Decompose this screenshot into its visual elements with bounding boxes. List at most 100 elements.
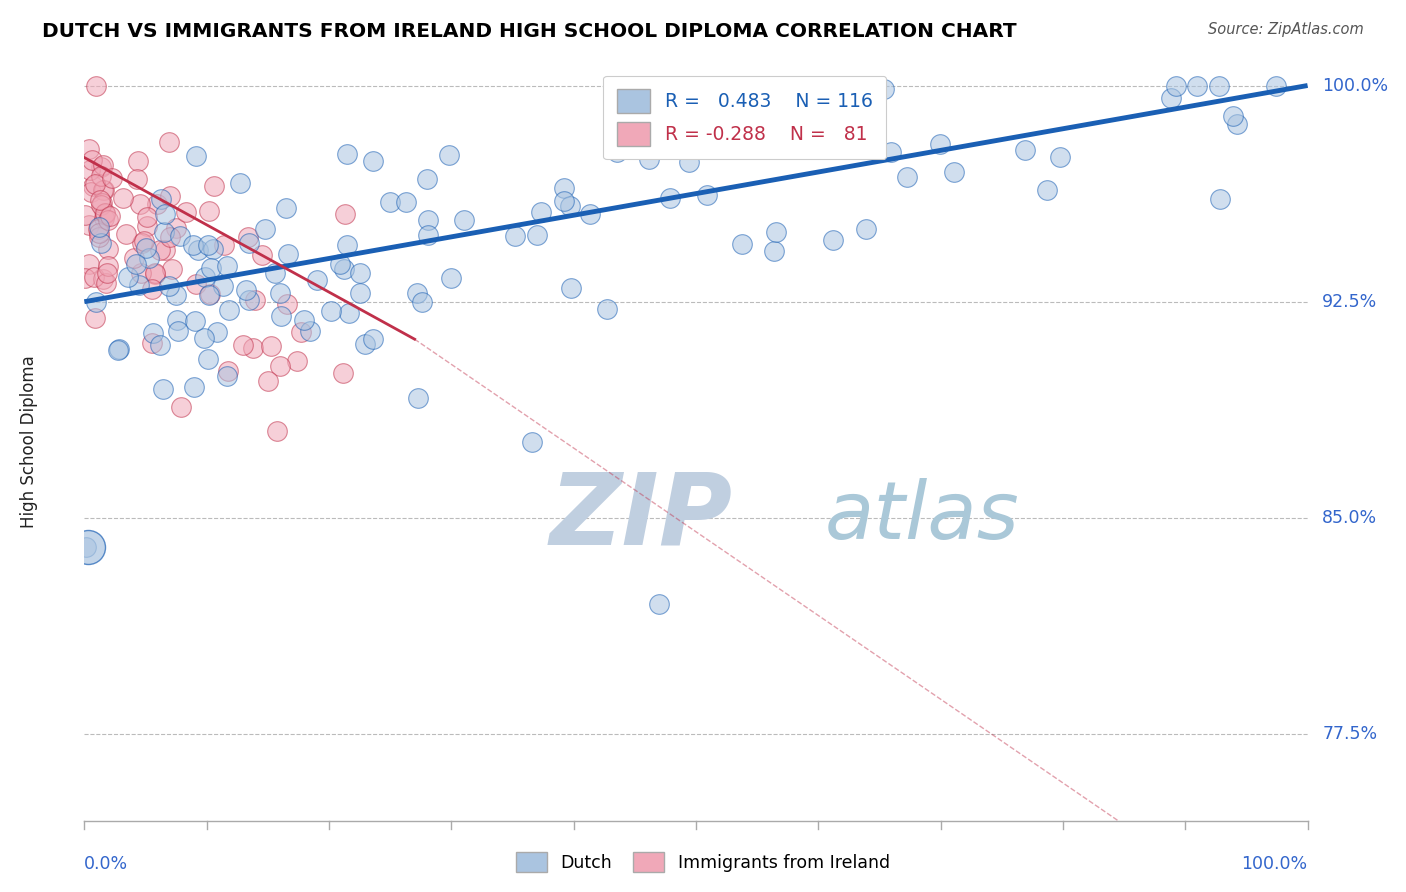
- Point: [827, 78, 849, 93]
- Point: [453, 212, 475, 227]
- Point: [97, 259, 120, 273]
- Point: [138, 251, 160, 265]
- Point: [201, 242, 224, 256]
- Point: [98, 209, 121, 223]
- Point: [238, 293, 260, 307]
- Point: [117, 270, 139, 285]
- Point: [1164, 78, 1187, 93]
- Point: [229, 177, 252, 191]
- Point: [200, 261, 222, 276]
- Point: [79, 163, 101, 178]
- Point: [361, 332, 384, 346]
- Point: [91, 272, 114, 286]
- Point: [865, 99, 887, 113]
- Text: 92.5%: 92.5%: [1322, 293, 1378, 310]
- Point: [243, 293, 266, 308]
- Point: [83, 177, 105, 191]
- Point: [200, 286, 222, 301]
- Text: ZIP: ZIP: [550, 469, 733, 566]
- Point: [254, 222, 277, 236]
- Point: [440, 271, 463, 285]
- Point: [336, 146, 359, 161]
- Point: [93, 183, 115, 197]
- Point: [91, 158, 114, 172]
- Point: [135, 219, 157, 234]
- Point: [215, 369, 238, 384]
- Point: [745, 78, 768, 93]
- Point: [205, 325, 228, 339]
- Point: [84, 78, 107, 93]
- Point: [215, 259, 238, 273]
- Text: 77.5%: 77.5%: [1322, 725, 1378, 743]
- Point: [149, 244, 172, 258]
- Point: [107, 343, 129, 357]
- Point: [1049, 150, 1071, 164]
- Text: DUTCH VS IMMIGRANTS FROM IRELAND HIGH SCHOOL DIPLOMA CORRELATION CHART: DUTCH VS IMMIGRANTS FROM IRELAND HIGH SC…: [42, 22, 1017, 41]
- Point: [90, 195, 112, 210]
- Point: [79, 257, 101, 271]
- Point: [242, 341, 264, 355]
- Point: [96, 276, 118, 290]
- Point: [1014, 143, 1036, 157]
- Point: [363, 153, 385, 168]
- Point: [595, 302, 617, 317]
- Point: [96, 266, 118, 280]
- Point: [337, 306, 360, 320]
- Point: [131, 236, 153, 251]
- Text: 100.0%: 100.0%: [1322, 77, 1388, 95]
- Point: [277, 247, 299, 261]
- Point: [83, 269, 105, 284]
- Point: [520, 435, 543, 450]
- Point: [169, 229, 191, 244]
- Point: [129, 266, 152, 280]
- Point: [503, 228, 526, 243]
- Point: [184, 149, 207, 163]
- Point: [141, 336, 163, 351]
- Point: [349, 285, 371, 300]
- Point: [619, 124, 641, 138]
- Point: [416, 212, 439, 227]
- Point: [127, 172, 149, 186]
- Point: [87, 219, 110, 234]
- Point: [143, 267, 166, 281]
- Point: [263, 863, 285, 877]
- Point: [823, 233, 845, 247]
- Point: [270, 309, 292, 323]
- Point: [530, 204, 553, 219]
- Point: [638, 152, 661, 166]
- Point: [197, 351, 219, 366]
- Point: [165, 288, 187, 302]
- Point: [159, 188, 181, 202]
- Point: [197, 288, 219, 302]
- Point: [135, 241, 157, 255]
- Text: High School Diploma: High School Diploma: [20, 355, 38, 528]
- Point: [218, 302, 240, 317]
- Point: [292, 313, 315, 327]
- Point: [83, 311, 105, 326]
- Point: [90, 160, 112, 174]
- Point: [89, 230, 111, 244]
- Point: [873, 82, 896, 96]
- Point: [415, 172, 437, 186]
- Point: [80, 153, 103, 167]
- Legend: Dutch, Immigrants from Ireland: Dutch, Immigrants from Ireland: [509, 845, 897, 879]
- Point: [101, 170, 124, 185]
- Point: [198, 204, 221, 219]
- Point: [553, 194, 575, 209]
- Point: [526, 227, 548, 242]
- Point: [305, 273, 328, 287]
- Point: [157, 279, 180, 293]
- Point: [89, 198, 111, 212]
- Point: [321, 303, 343, 318]
- Point: [799, 142, 821, 156]
- Point: [648, 598, 671, 612]
- Point: [1160, 91, 1182, 105]
- Point: [87, 227, 110, 241]
- Point: [1222, 109, 1244, 123]
- Point: [658, 191, 681, 205]
- Point: [333, 261, 356, 276]
- Point: [77, 540, 100, 554]
- Point: [1264, 78, 1286, 93]
- Point: [797, 117, 820, 131]
- Point: [1035, 183, 1057, 197]
